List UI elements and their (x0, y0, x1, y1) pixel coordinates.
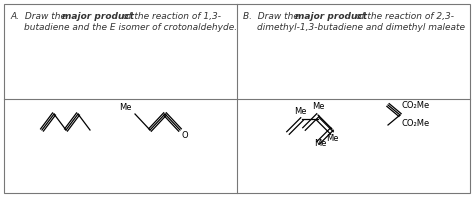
Text: major product: major product (62, 12, 134, 21)
Text: of the reaction of 2,3-: of the reaction of 2,3- (353, 12, 454, 21)
Text: B.  Draw the: B. Draw the (243, 12, 302, 21)
Text: Me: Me (312, 102, 324, 111)
Text: butadiene and the E isomer of crotonaldehyde.: butadiene and the E isomer of crotonalde… (24, 23, 237, 32)
Text: Me: Me (294, 107, 306, 116)
Text: Me: Me (314, 139, 326, 148)
Text: O: O (182, 131, 189, 140)
Text: major product: major product (295, 12, 367, 21)
Text: Me: Me (326, 134, 338, 143)
Text: CO₂Me: CO₂Me (402, 119, 430, 127)
Text: A.  Draw the: A. Draw the (10, 12, 69, 21)
Text: dimethyl-1,3-butadiene and dimethyl maleate: dimethyl-1,3-butadiene and dimethyl male… (257, 23, 465, 32)
Text: of the reaction of 1,3-: of the reaction of 1,3- (120, 12, 221, 21)
Text: CO₂Me: CO₂Me (402, 100, 430, 110)
Text: Me: Me (119, 103, 132, 112)
